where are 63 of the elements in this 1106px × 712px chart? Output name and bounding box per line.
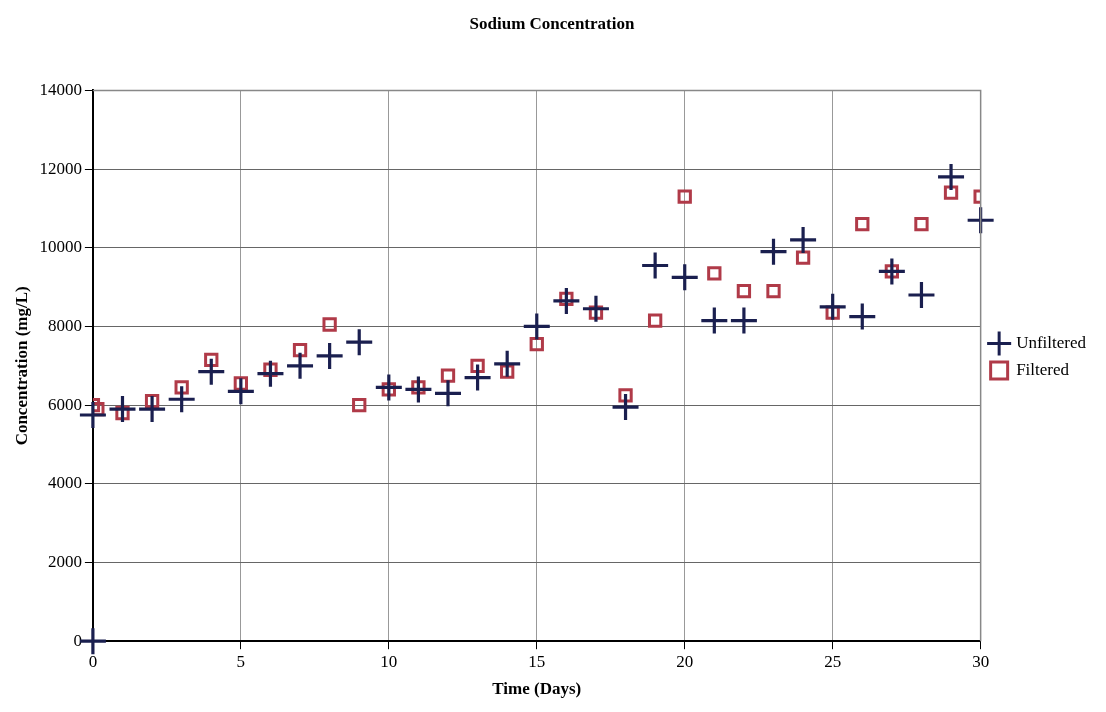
x-tick-label: 0 (88, 651, 98, 671)
point (790, 226, 817, 253)
point (139, 396, 166, 423)
point (647, 313, 663, 328)
x-axis-title: Time (Days) (492, 679, 582, 699)
point (346, 329, 373, 356)
x-tick-label: 5 (236, 651, 246, 671)
point (375, 374, 402, 401)
point (760, 238, 787, 265)
point (227, 378, 254, 405)
point (671, 264, 698, 291)
chart-title: Sodium Concentration (469, 13, 635, 33)
point (287, 352, 314, 379)
point (352, 397, 367, 413)
point (908, 281, 935, 308)
point (736, 283, 752, 299)
y-tick-label: 6000 (47, 394, 82, 414)
y-tick-label: 12000 (39, 158, 82, 178)
point (523, 313, 550, 340)
point (642, 252, 669, 279)
point (435, 380, 461, 407)
y-tick-label: 2000 (47, 551, 82, 571)
point (766, 283, 781, 299)
y-tick-label: 8000 (47, 315, 82, 335)
y-tick-label: 10000 (39, 237, 82, 257)
legend-label: Filtered (1016, 359, 1070, 379)
point (553, 287, 580, 314)
point (109, 396, 136, 423)
point (257, 360, 284, 387)
point (204, 352, 219, 368)
point (819, 293, 846, 320)
point (849, 303, 876, 330)
x-tick-label: 20 (676, 651, 694, 671)
x-tick-label: 30 (972, 651, 990, 671)
y-tick-label: 14000 (39, 79, 82, 99)
point (618, 388, 633, 403)
point (174, 380, 189, 395)
x-tick-label: 25 (824, 651, 842, 671)
point (855, 217, 870, 232)
point (730, 307, 757, 334)
point (914, 217, 929, 232)
y-tick-label: 4000 (47, 473, 82, 493)
point (316, 342, 343, 369)
x-tick-label: 10 (380, 651, 398, 671)
point (198, 358, 225, 385)
point (322, 317, 337, 332)
y-axis-title: Concentration (mg/L) (11, 286, 31, 446)
point (464, 364, 491, 391)
point (701, 307, 728, 334)
point (168, 386, 195, 413)
legend-label: Unfiltered (1016, 332, 1087, 352)
point (677, 189, 692, 204)
x-tick-label: 15 (528, 651, 546, 671)
point (878, 258, 905, 285)
point (938, 163, 965, 190)
point (494, 350, 521, 377)
point (582, 295, 609, 322)
point (529, 337, 544, 352)
point (707, 266, 722, 281)
point (612, 394, 639, 421)
point (470, 358, 485, 373)
point (500, 364, 515, 379)
point (405, 376, 432, 403)
